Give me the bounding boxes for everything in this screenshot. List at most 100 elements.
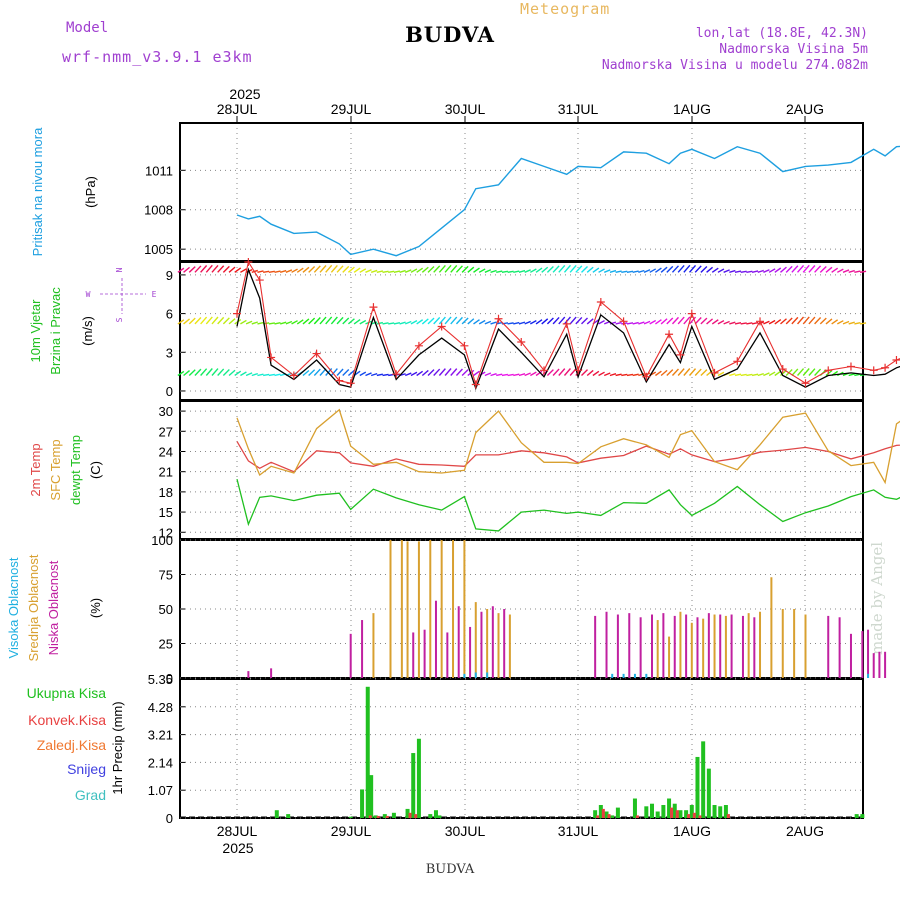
wind-arrow (518, 269, 526, 273)
day-label-bottom: 28JUL (217, 823, 258, 839)
precip-conv-bar (635, 815, 639, 818)
wind-arrow (313, 265, 321, 273)
temp-line-3 (236, 478, 900, 532)
cloud-bar-srednja (713, 614, 716, 678)
gust-marker (414, 341, 423, 350)
wind-arrow (302, 318, 310, 325)
cloud-bar-srednja (406, 541, 409, 678)
day-label-bottom: 1AUG (673, 823, 711, 839)
cloud-bar-niska (457, 606, 460, 678)
precip-conv-bar (596, 815, 600, 818)
wind-arrow (746, 322, 753, 325)
wind-arrow (603, 269, 611, 273)
wind-arrow (376, 373, 384, 377)
cloud-unit: (%) (88, 598, 103, 618)
label-2m-temp: 2m Temp (28, 443, 43, 496)
wind-arrow (768, 268, 776, 273)
wind-arrow (797, 316, 805, 325)
cloud-bar-srednja (679, 611, 682, 678)
wind-arrow (433, 265, 441, 273)
wind-arrow (609, 269, 617, 273)
wind-arrow (359, 319, 367, 325)
wind-arrow (552, 368, 560, 376)
cloud-bar-srednja (668, 636, 671, 678)
cloud-bar-niska (361, 620, 364, 678)
wind-arrow (598, 319, 605, 325)
cloud-bar-niska (270, 668, 273, 678)
wind-arrow (513, 270, 520, 274)
cloud-bar-visoka (474, 672, 477, 678)
cloud-bar-niska (446, 632, 449, 678)
wind-arrow (455, 265, 463, 273)
gust-marker (471, 380, 480, 389)
wind-arrow (842, 269, 850, 273)
wind-arrow (461, 265, 469, 273)
precip-total-bar (615, 807, 620, 818)
wind-arrow (302, 266, 310, 273)
cloud-bar-niska (651, 614, 654, 678)
cloud-bar-srednja (486, 609, 489, 678)
wind-arrow (234, 370, 242, 377)
wind-arrow (638, 321, 645, 325)
precip-total-bar (348, 816, 353, 818)
precip-conv-bar (414, 814, 418, 818)
precip-conv-bar (607, 814, 611, 818)
cloud-bar-niska (696, 617, 699, 678)
wind-arrow (496, 373, 503, 377)
cloud-bar-niska (878, 651, 881, 678)
precip-total-bar (382, 814, 387, 818)
y-tick-label: 1011 (145, 163, 173, 178)
wind-arrow (683, 368, 691, 376)
wind-arrow (541, 266, 549, 273)
cloud-bar-niska (662, 613, 665, 678)
wind-arrow (643, 269, 651, 273)
wind-arrow (854, 270, 861, 274)
cloud-bar-niska (838, 617, 841, 678)
precip-total-bar (369, 775, 374, 818)
wind-arrow (177, 267, 185, 273)
cloud-bar-niska (872, 653, 875, 678)
wind-arrow (649, 268, 657, 273)
pressure-line (236, 145, 900, 257)
gust-marker (676, 350, 685, 359)
wind-arrow (507, 322, 514, 325)
wind-arrow (342, 369, 350, 376)
wind-arrow (558, 264, 566, 273)
wind-arrow (774, 267, 782, 273)
precip-legend-3: Zaledj.Kisa (37, 737, 106, 753)
precip-conv-bar (698, 815, 702, 818)
wind-arrow (655, 370, 662, 377)
wind-arrow (825, 369, 833, 377)
wind-arrow (666, 265, 674, 273)
wind-arrow (615, 373, 622, 377)
wind-arrow (342, 317, 350, 325)
precip-conv-bar (368, 815, 372, 818)
cloud-bar-niska (827, 615, 830, 678)
wind-arrow (655, 319, 662, 325)
label-cloud-high: Visoka Oblacnost (6, 557, 21, 658)
cloud-bar-srednja (690, 622, 693, 678)
precip-total-bar (644, 806, 649, 818)
wind-arrow (694, 265, 702, 273)
cloud-bar-srednja (497, 613, 500, 678)
wind-arrow (507, 373, 514, 377)
elevation: Nadmorska Visina 5m (719, 42, 868, 57)
cloud-bar-srednja (417, 541, 420, 678)
gust-marker (665, 330, 674, 339)
wind-arrow (222, 369, 230, 376)
wind-arrow (490, 269, 497, 273)
gust-marker (244, 258, 253, 266)
wind-arrow (325, 316, 333, 325)
precip-total-bar (860, 814, 865, 818)
wind-arrow (433, 316, 441, 325)
wind-arrow (814, 265, 822, 273)
wind-arrow (581, 369, 589, 376)
wind-arrow (802, 316, 810, 325)
wind-arrow (496, 270, 503, 274)
wind-arrow (581, 317, 589, 325)
wind-arrow (257, 321, 264, 325)
cloud-bar-srednja (372, 613, 375, 678)
gust-marker (801, 379, 810, 388)
wind-arrow (194, 368, 202, 376)
